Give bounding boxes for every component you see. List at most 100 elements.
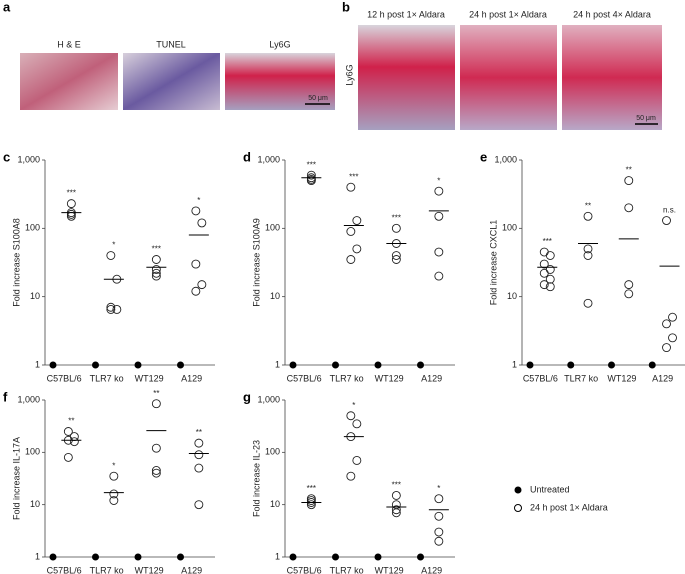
treated-dot xyxy=(583,211,593,221)
y-tick-label: 10 xyxy=(270,499,280,509)
treated-dot xyxy=(434,494,444,504)
untreated-dot xyxy=(374,553,382,561)
treated-dot xyxy=(346,182,356,192)
treated-dot xyxy=(583,251,593,260)
significance: *** xyxy=(349,172,358,181)
y-tick-label: 100 xyxy=(502,223,517,233)
treated-dot xyxy=(106,251,116,260)
untreated-dot xyxy=(332,553,339,561)
treated-dot xyxy=(624,203,634,213)
untreated-dot xyxy=(526,361,534,369)
treated-dot xyxy=(191,286,201,296)
y-tick-label: 100 xyxy=(25,447,40,457)
treated-dot xyxy=(151,265,161,274)
treated-dot xyxy=(306,170,316,180)
untreated-dot xyxy=(134,361,142,369)
image-label: 24 h post 1× Aldara xyxy=(469,9,547,19)
x-tick-label: A129 xyxy=(421,373,442,383)
treated-dot xyxy=(197,218,207,228)
treated-dot xyxy=(539,268,549,278)
treated-dot xyxy=(194,500,204,510)
treated-dot xyxy=(624,176,634,186)
micrograph xyxy=(562,25,662,130)
treated-dot xyxy=(109,471,119,481)
x-tick-label: C57BL/6 xyxy=(287,565,322,574)
y-axis-label: Fold increase S100A9 xyxy=(251,218,261,307)
micrograph xyxy=(460,25,557,130)
x-tick-label: A129 xyxy=(421,565,442,574)
untreated-dot xyxy=(92,361,99,369)
treated-dot xyxy=(545,265,555,274)
treated-dot xyxy=(151,443,161,453)
untreated-dot xyxy=(608,361,615,369)
treated-dot xyxy=(151,271,161,281)
treated-dot xyxy=(434,211,444,221)
untreated-dot xyxy=(417,553,424,561)
significance: *** xyxy=(392,481,401,490)
x-tick-label: A129 xyxy=(181,565,202,574)
significance: ** xyxy=(196,428,202,437)
x-tick-label: TLR7 ko xyxy=(90,373,124,383)
treated-dot xyxy=(151,255,161,264)
untreated-dot xyxy=(289,361,297,369)
treated-dot xyxy=(151,466,161,475)
y-tick-label: 100 xyxy=(25,223,40,233)
legend-marker xyxy=(514,504,522,512)
treated-dot xyxy=(662,216,671,225)
y-tick-label: 1,000 xyxy=(494,154,517,164)
treated-dot xyxy=(391,255,401,264)
treated-dot xyxy=(583,298,593,308)
y-tick-label: 1 xyxy=(35,359,40,369)
y-tick-label: 1,000 xyxy=(257,394,280,404)
legend-marker xyxy=(514,486,522,494)
image-label: Ly6G xyxy=(269,39,290,49)
treated-dot xyxy=(434,186,444,196)
micrograph xyxy=(358,25,455,130)
x-tick-label: WT129 xyxy=(375,373,404,383)
untreated-dot xyxy=(49,553,57,561)
treated-dot xyxy=(63,427,73,436)
y-tick-label: 10 xyxy=(270,291,280,301)
scale-label: 50 μm xyxy=(636,115,656,122)
treated-dot xyxy=(391,508,401,518)
x-tick-label: WT129 xyxy=(135,565,164,574)
y-tick-label: 100 xyxy=(265,223,280,233)
treated-dot xyxy=(109,496,119,505)
significance: ** xyxy=(153,389,159,398)
treated-dot xyxy=(106,302,116,312)
x-tick-label: WT129 xyxy=(607,373,636,383)
treated-dot xyxy=(662,319,671,329)
significance: ** xyxy=(585,201,591,210)
y-tick-label: 1,000 xyxy=(257,154,280,164)
treated-dot xyxy=(545,274,555,284)
y-axis-label: Fold increase IL-23 xyxy=(251,440,261,517)
treated-dot xyxy=(352,216,362,225)
treated-dot xyxy=(66,209,76,219)
treated-dot xyxy=(624,289,634,299)
micrograph xyxy=(225,53,335,110)
panel-letter: e xyxy=(480,149,487,164)
untreated-dot xyxy=(332,361,339,369)
significance: * xyxy=(437,176,440,185)
treated-dot xyxy=(109,489,119,499)
scale-label: 50 μm xyxy=(308,95,328,102)
treated-dot xyxy=(391,505,401,515)
x-tick-label: C57BL/6 xyxy=(47,373,82,383)
treated-dot xyxy=(668,312,677,322)
untreated-dot xyxy=(49,361,57,369)
treated-dot xyxy=(662,343,671,353)
treated-dot xyxy=(306,174,316,184)
micrograph xyxy=(20,53,118,110)
significance: ** xyxy=(626,166,632,175)
y-axis-label: Fold increase IL-17A xyxy=(11,437,21,520)
image-label: 12 h post 1× Aldara xyxy=(367,9,445,19)
treated-dot xyxy=(346,411,356,421)
treated-dot xyxy=(197,280,207,290)
treated-dot xyxy=(194,438,204,448)
treated-dot xyxy=(346,471,356,481)
y-axis-label: Fold increase S100A8 xyxy=(11,218,21,307)
treated-dot xyxy=(539,259,549,269)
x-tick-label: TLR7 ko xyxy=(90,565,124,574)
untreated-dot xyxy=(177,361,184,369)
